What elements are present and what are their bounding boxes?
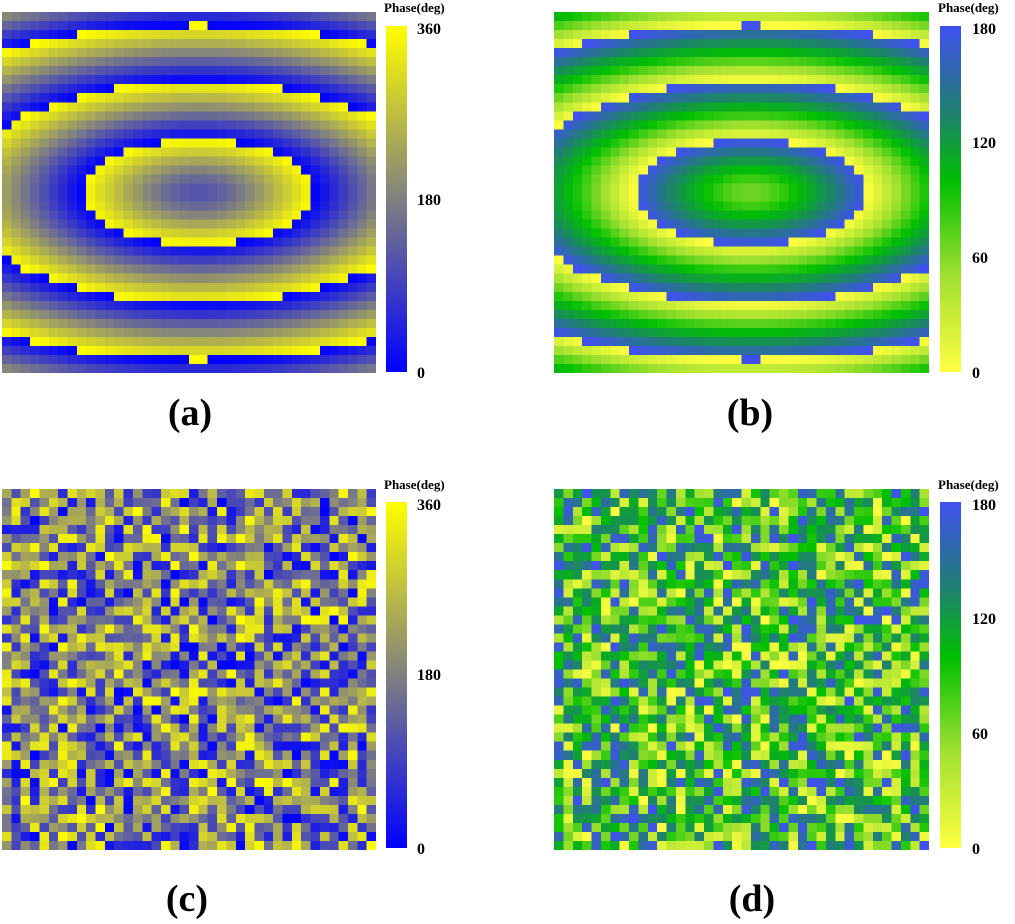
phase-heatmap-c [2,489,376,850]
phase-heatmap-d [554,489,929,850]
colorbar-tick-d-0: 0 [972,841,980,858]
colorbar-tick-b-180: 180 [972,21,996,38]
colorbar-tick-a-0: 0 [417,365,425,382]
colorbar-tick-d-60: 60 [972,726,988,743]
colorbar-tick-a-360: 360 [417,21,441,38]
colorbar-tick-c-360: 360 [417,497,441,514]
colorbar-tick-a-180: 180 [417,192,441,209]
phase-heatmap-a [2,12,376,373]
colorbar-title-a: Phase(deg) [384,0,445,15]
colorbar-title-b: Phase(deg) [938,0,999,15]
colorbar-tick-b-120: 120 [972,135,996,152]
colorbar-tick-c-180: 180 [417,667,441,684]
colorbar-a [386,26,407,372]
caption-b: (b) [726,392,774,434]
caption-d: (d) [728,878,776,920]
colorbar-tick-c-0: 0 [417,841,425,858]
caption-c: (c) [165,878,209,920]
colorbar-tick-d-120: 120 [972,611,996,628]
colorbar-tick-b-0: 0 [972,365,980,382]
colorbar-c [386,502,407,848]
caption-a: (a) [167,392,213,434]
colorbar-title-c: Phase(deg) [384,477,445,492]
colorbar-tick-b-60: 60 [972,250,988,267]
colorbar-tick-d-180: 180 [972,497,996,514]
colorbar-d [940,502,961,848]
colorbar-b [940,26,961,372]
phase-heatmap-b [554,12,929,373]
colorbar-title-d: Phase(deg) [938,477,999,492]
